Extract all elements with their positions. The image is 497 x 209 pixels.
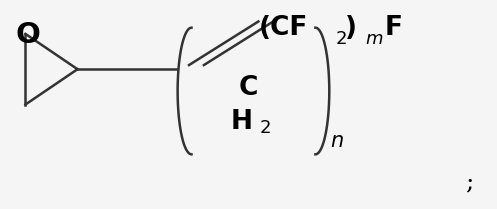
Text: m: m xyxy=(365,30,383,48)
Text: (CF: (CF xyxy=(258,15,308,41)
Text: O: O xyxy=(15,22,40,50)
Text: ;: ; xyxy=(465,171,473,194)
Text: n: n xyxy=(331,131,343,152)
Text: F: F xyxy=(385,15,403,41)
Text: H: H xyxy=(231,109,253,135)
Text: 2: 2 xyxy=(260,119,271,137)
Text: C: C xyxy=(239,75,258,101)
Text: 2: 2 xyxy=(335,30,347,48)
Text: ): ) xyxy=(345,15,357,41)
